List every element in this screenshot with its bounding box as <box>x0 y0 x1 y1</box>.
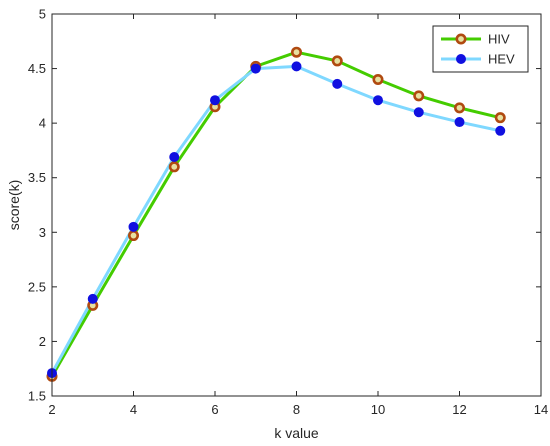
data-point-hev <box>495 125 506 136</box>
y-tick-label: 4.5 <box>28 61 46 76</box>
data-point-hev <box>291 61 302 72</box>
series-markers <box>46 46 506 382</box>
series-line-hev <box>50 64 501 374</box>
y-axis-label: score(k) <box>6 180 22 231</box>
data-point-hev <box>332 78 343 89</box>
series-line-hiv <box>50 50 501 378</box>
x-tick-label: 14 <box>534 402 548 417</box>
data-point-hiv <box>168 161 180 173</box>
y-tick-label: 5 <box>39 7 46 22</box>
x-axis-label: k value <box>274 425 319 441</box>
legend-label: HEV <box>488 52 515 67</box>
series-lines <box>50 50 501 378</box>
x-tick-label: 6 <box>211 402 218 417</box>
data-point-hev <box>413 107 424 118</box>
data-point-hiv <box>494 112 506 124</box>
data-point-hev <box>169 151 180 162</box>
y-tick-label: 2 <box>39 334 46 349</box>
data-point-hiv <box>413 90 425 102</box>
data-point-hev <box>454 117 465 128</box>
data-point-hiv <box>128 230 140 242</box>
data-point-hiv <box>331 55 343 67</box>
x-tick-label: 12 <box>452 402 466 417</box>
x-tick-label: 4 <box>130 402 137 417</box>
legend-label: HIV <box>488 32 510 47</box>
legend-swatch-marker <box>455 33 467 45</box>
y-tick-label: 2.5 <box>28 279 46 294</box>
x-tick-label: 8 <box>293 402 300 417</box>
data-point-hev <box>87 293 98 304</box>
x-tick-label: 10 <box>371 402 385 417</box>
data-point-hiv <box>453 102 465 114</box>
axis-ticks: 2 4 6 8 10 12 141.522.533.544.55 <box>28 7 548 418</box>
data-point-hiv <box>372 73 384 85</box>
legend-swatch-marker <box>456 54 466 64</box>
y-tick-label: 4 <box>39 116 46 131</box>
data-point-hev <box>250 63 261 74</box>
data-point-hiv <box>290 46 302 58</box>
data-point-hev <box>210 95 220 106</box>
legend: HIV HEV <box>432 25 529 73</box>
x-tick-label: 2 <box>48 402 55 417</box>
y-tick-label: 1.5 <box>28 389 46 404</box>
data-point-hev <box>373 95 383 106</box>
y-tick-label: 3.5 <box>28 170 46 185</box>
legend-box <box>432 25 529 73</box>
y-tick-label: 3 <box>39 225 46 240</box>
data-point-hev <box>128 221 139 232</box>
